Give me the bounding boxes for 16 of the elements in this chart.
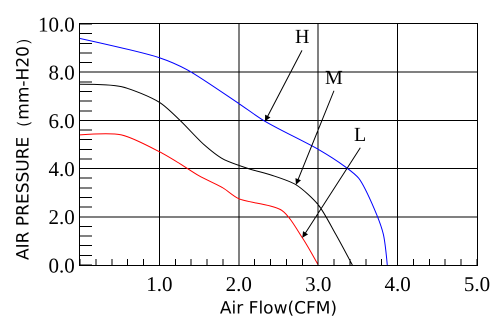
annotation: L <box>354 124 366 146</box>
x-tick-label: 4.0 <box>384 272 411 296</box>
y-tick-label: 4.0 <box>48 156 75 181</box>
x-tick-label: 5.0 <box>464 272 490 296</box>
x-axis-title: Air Flow(CFM) <box>220 298 338 319</box>
x-tick-label: 1.0 <box>146 272 173 296</box>
annotation: H <box>295 26 310 48</box>
x-tick-label: 2.0 <box>226 272 252 296</box>
y-tick-label: 2.0 <box>48 205 75 230</box>
line-series <box>80 133 319 265</box>
y-axis-title: AIR PRESSURE（mm-H20） <box>14 29 34 260</box>
x-tick-label: 3.0 <box>305 272 332 296</box>
y-tick-label: 0.0 <box>48 253 75 278</box>
y-tick-label: 8.0 <box>48 60 75 85</box>
y-tick-label: 6.0 <box>48 108 75 133</box>
y-tick-label: 10.0 <box>38 12 75 36</box>
